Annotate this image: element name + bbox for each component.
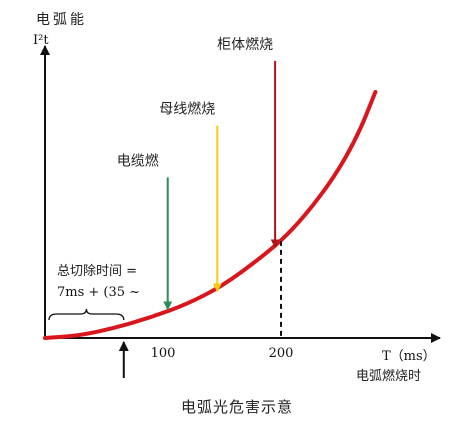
figure-caption: 电弧光危害示意 <box>181 398 293 416</box>
x-tick-label: 200 <box>269 346 294 361</box>
total-clear-time-line2: 7ms + (35 ~ <box>57 285 140 300</box>
x-axis-label: T（ms） <box>382 349 436 364</box>
total-clear-time-line1: 总切除时间 = <box>57 264 137 279</box>
annotation-label: 柜体燃烧 <box>217 36 273 53</box>
y-axis-label: 电弧能 <box>36 12 87 28</box>
x-axis-sublabel: 电弧燃烧时 <box>356 368 421 384</box>
arc-energy-curve <box>43 89 378 340</box>
clear-time-brace <box>48 308 125 321</box>
x-tick-labels: 100 200 <box>151 346 294 361</box>
annotation-label: 母线燃烧 <box>159 101 215 118</box>
x-tick-label: 100 <box>151 346 176 361</box>
y-axis-symbol: I²t <box>33 33 49 48</box>
burn-annotations: 电缆燃 母线燃烧 柜体燃烧 <box>117 36 280 311</box>
annotation-label: 电缆燃 <box>117 152 159 169</box>
